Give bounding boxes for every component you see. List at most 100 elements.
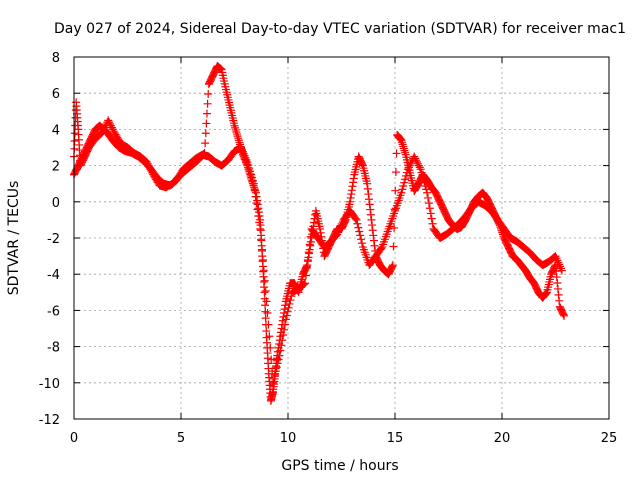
- data-point: [202, 109, 211, 118]
- data-point: [402, 168, 411, 177]
- data-point: [417, 168, 426, 177]
- data-point: [419, 175, 428, 184]
- data-point: [281, 315, 290, 324]
- data-point: [346, 193, 355, 202]
- data-point: [428, 219, 437, 228]
- x-tick-label: 10: [280, 431, 297, 446]
- data-point: [252, 199, 261, 208]
- data-point: [410, 152, 419, 161]
- data-point: [270, 371, 279, 380]
- data-point: [557, 266, 566, 275]
- data-point: [392, 149, 401, 158]
- data-point: [354, 223, 363, 232]
- data-point: [255, 218, 264, 227]
- data-point: [390, 223, 399, 232]
- grid-lines: [74, 57, 609, 419]
- x-tick-label: 5: [177, 431, 185, 446]
- data-point: [306, 241, 315, 250]
- data-point: [356, 231, 365, 240]
- data-point: [303, 255, 312, 264]
- y-tick-label: 8: [52, 51, 60, 66]
- data-point: [258, 255, 267, 264]
- y-tick-label: 4: [52, 123, 60, 138]
- data-point: [70, 129, 79, 138]
- y-tick-label: 2: [52, 160, 60, 175]
- data-point: [403, 165, 412, 174]
- data-point: [106, 121, 115, 130]
- data-point: [204, 89, 213, 98]
- data-point: [559, 310, 568, 319]
- data-point: [405, 161, 414, 170]
- data-point: [406, 159, 415, 168]
- data-point: [261, 287, 270, 296]
- y-tick-label: 6: [52, 87, 60, 102]
- data-point: [302, 271, 311, 280]
- data-point: [422, 185, 431, 194]
- data-point: [357, 235, 366, 244]
- data-point: [351, 214, 360, 223]
- x-tick-label: 15: [387, 431, 404, 446]
- data-point: [426, 209, 435, 218]
- data-point: [368, 226, 377, 235]
- data-point: [353, 219, 362, 228]
- data-point: [108, 125, 117, 134]
- data-point: [257, 235, 266, 244]
- data-point: [269, 378, 278, 387]
- data-point: [253, 205, 262, 214]
- data-point: [416, 165, 425, 174]
- data-point: [366, 205, 375, 214]
- data-point: [424, 199, 433, 208]
- data-point: [274, 355, 283, 364]
- axis-ticks: 0 5 10 15 20 25 -12 -10 -8 -6 -4 -2 0 2 4 6 8: [39, 51, 618, 446]
- data-point: [266, 343, 275, 352]
- x-tick-label: 25: [601, 431, 618, 446]
- y-tick-label: -8: [47, 341, 60, 356]
- data-point: [301, 279, 310, 288]
- data-point: [368, 221, 377, 230]
- data-point: [555, 296, 564, 305]
- data-point: [251, 192, 260, 201]
- data-point: [269, 374, 278, 383]
- data-point: [370, 241, 379, 250]
- data-point: [250, 186, 259, 195]
- y-tick-label: -4: [47, 268, 60, 283]
- data-point: [284, 303, 293, 312]
- data-point: [553, 278, 562, 287]
- data-point: [105, 118, 114, 127]
- data-point: [349, 174, 358, 183]
- data-point: [414, 161, 423, 170]
- plot-frame: [73, 56, 610, 420]
- data-point: [283, 307, 292, 316]
- data-point: [398, 185, 407, 194]
- data-point: [259, 266, 268, 275]
- data-point: [347, 186, 356, 195]
- data-point: [264, 320, 273, 329]
- data-point: [427, 214, 436, 223]
- data-point: [418, 171, 427, 180]
- x-axis-label: GPS time / hours: [281, 458, 398, 474]
- data-point: [275, 351, 284, 360]
- y-tick-label: -6: [47, 304, 60, 319]
- data-point: [287, 292, 296, 301]
- data-point: [201, 129, 210, 138]
- series-2: [70, 121, 566, 387]
- data-point: [203, 99, 212, 108]
- y-tick-label: -2: [47, 232, 60, 247]
- data-point: [262, 297, 271, 306]
- data-point: [299, 280, 308, 289]
- data-point: [541, 289, 550, 298]
- data-point: [412, 156, 421, 165]
- data-point: [404, 163, 413, 172]
- data-point: [423, 188, 432, 197]
- data-point: [249, 179, 258, 188]
- data-point: [413, 159, 422, 168]
- data-points: [70, 62, 569, 405]
- data-point: [256, 224, 265, 233]
- data-point: [280, 320, 289, 329]
- y-tick-label: -12: [39, 413, 60, 428]
- data-point: [363, 184, 372, 193]
- data-point: [305, 240, 314, 249]
- x-tick-label: 20: [494, 431, 511, 446]
- data-point: [272, 363, 281, 372]
